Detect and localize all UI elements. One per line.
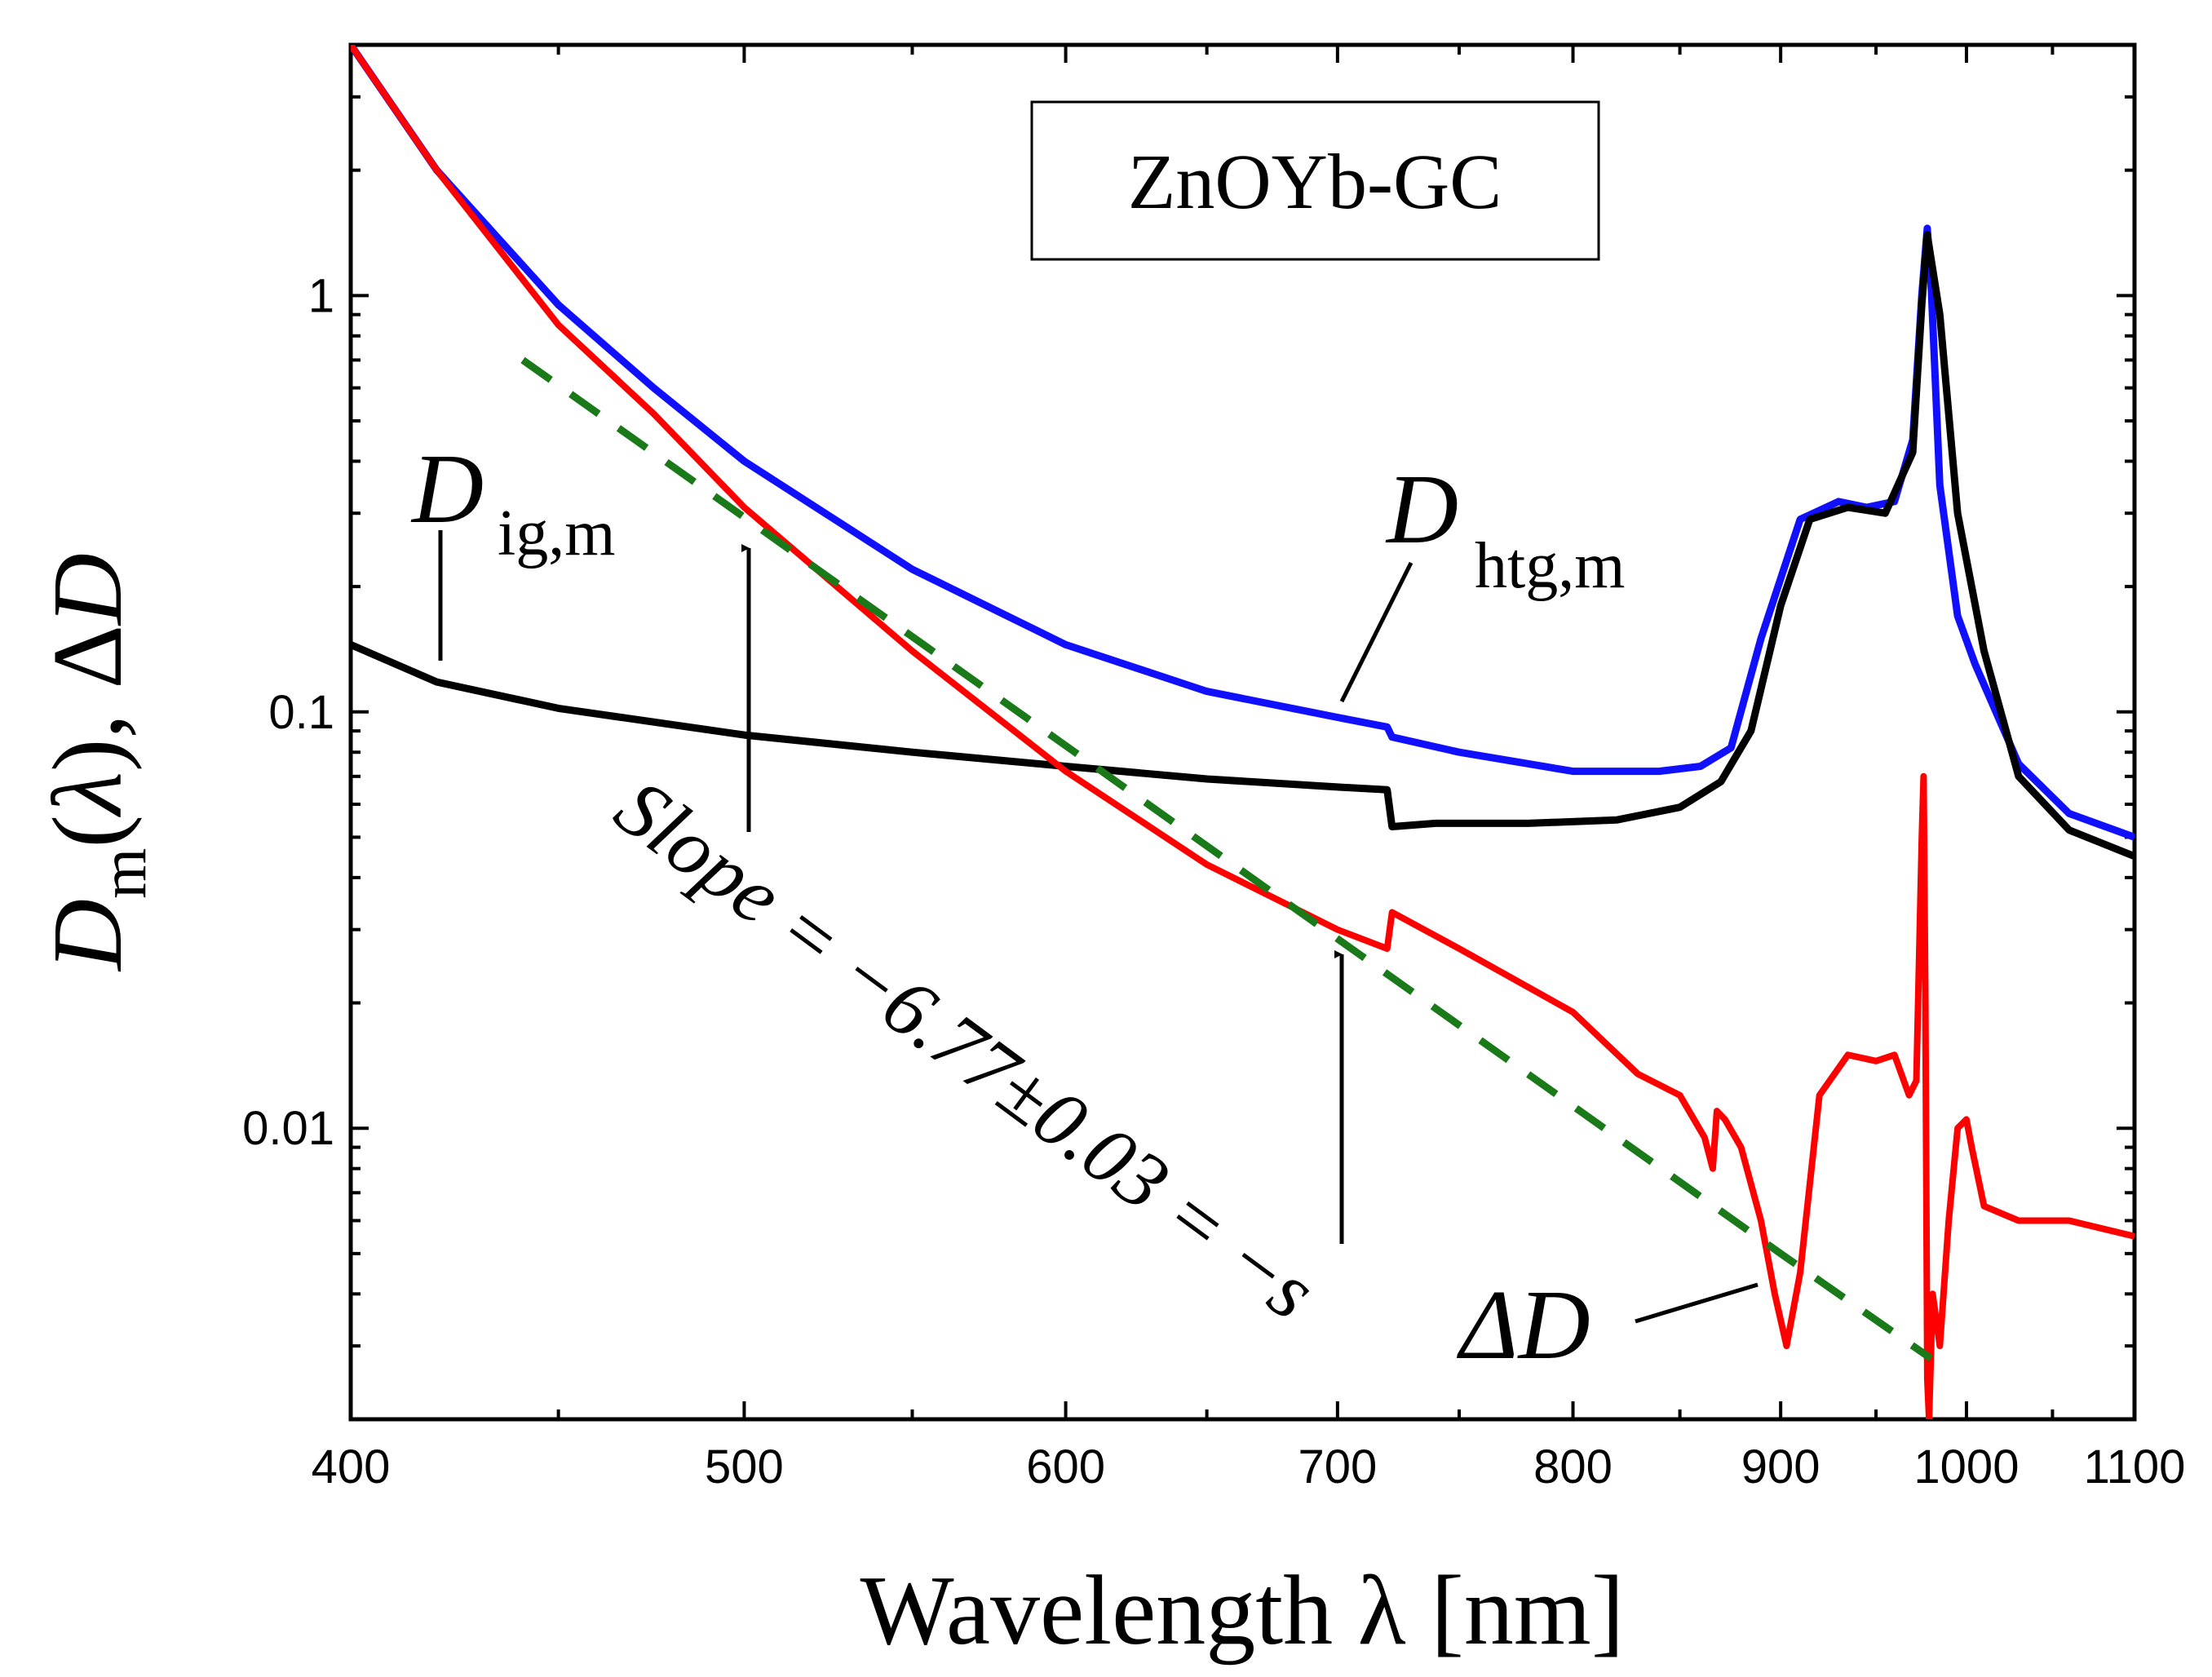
x-tick-label: 600 — [1026, 1440, 1105, 1493]
x-tick-label: 900 — [1741, 1440, 1820, 1493]
y-tick-label: 0.1 — [268, 686, 334, 739]
label-d-htg-m: D — [1385, 454, 1458, 564]
delta-d-pointer — [1635, 1282, 1759, 1324]
y-tick-label: 1 — [308, 269, 334, 322]
d-htg-m-pointer — [1339, 561, 1413, 703]
series-d-ig-m — [351, 231, 2135, 860]
x-axis-ticks: 400 500 600 700 800 900 1000 1100 — [312, 45, 2186, 1493]
y-axis-ticks: 0.01 0.1 1 — [242, 43, 2135, 1421]
y-axis-title-sub: m — [88, 848, 160, 899]
x-tick-label: 400 — [312, 1440, 391, 1493]
title-box — [1030, 100, 1600, 261]
x-axis-title: Wavelength λ [nm] — [860, 1555, 1625, 1666]
series-d-htg-m — [351, 45, 2135, 841]
chart-title: ZnOYb-GC — [1128, 138, 1502, 225]
series-delta-d — [351, 45, 2135, 1419]
slope-annotation: Slope = −6.77±0.03 = −s — [599, 761, 1333, 1336]
x-tick-label: 800 — [1533, 1440, 1613, 1493]
label-d-ig-m: D — [410, 434, 484, 544]
y-axis-title-d: D — [33, 899, 143, 972]
x-tick-label: 700 — [1298, 1440, 1377, 1493]
label-delta-d: ΔD — [1456, 1270, 1590, 1380]
y-axis-title: Dm(λ), ΔD — [33, 553, 160, 972]
label-d-ig-m-sub: ig,m — [498, 498, 615, 569]
y-axis-title-rest: (λ), ΔD — [33, 553, 143, 848]
svg-text:Dm(λ), ΔD: Dm(λ), ΔD — [33, 553, 160, 972]
x-tick-label: 1000 — [1913, 1440, 2019, 1493]
y-tick-label: 0.01 — [242, 1102, 334, 1155]
x-tick-label: 1100 — [2084, 1440, 2186, 1493]
label-d-htg-m-sub: htg,m — [1475, 530, 1625, 602]
series-slope-fit-dashed — [520, 356, 1933, 1362]
x-tick-label: 500 — [705, 1440, 784, 1493]
